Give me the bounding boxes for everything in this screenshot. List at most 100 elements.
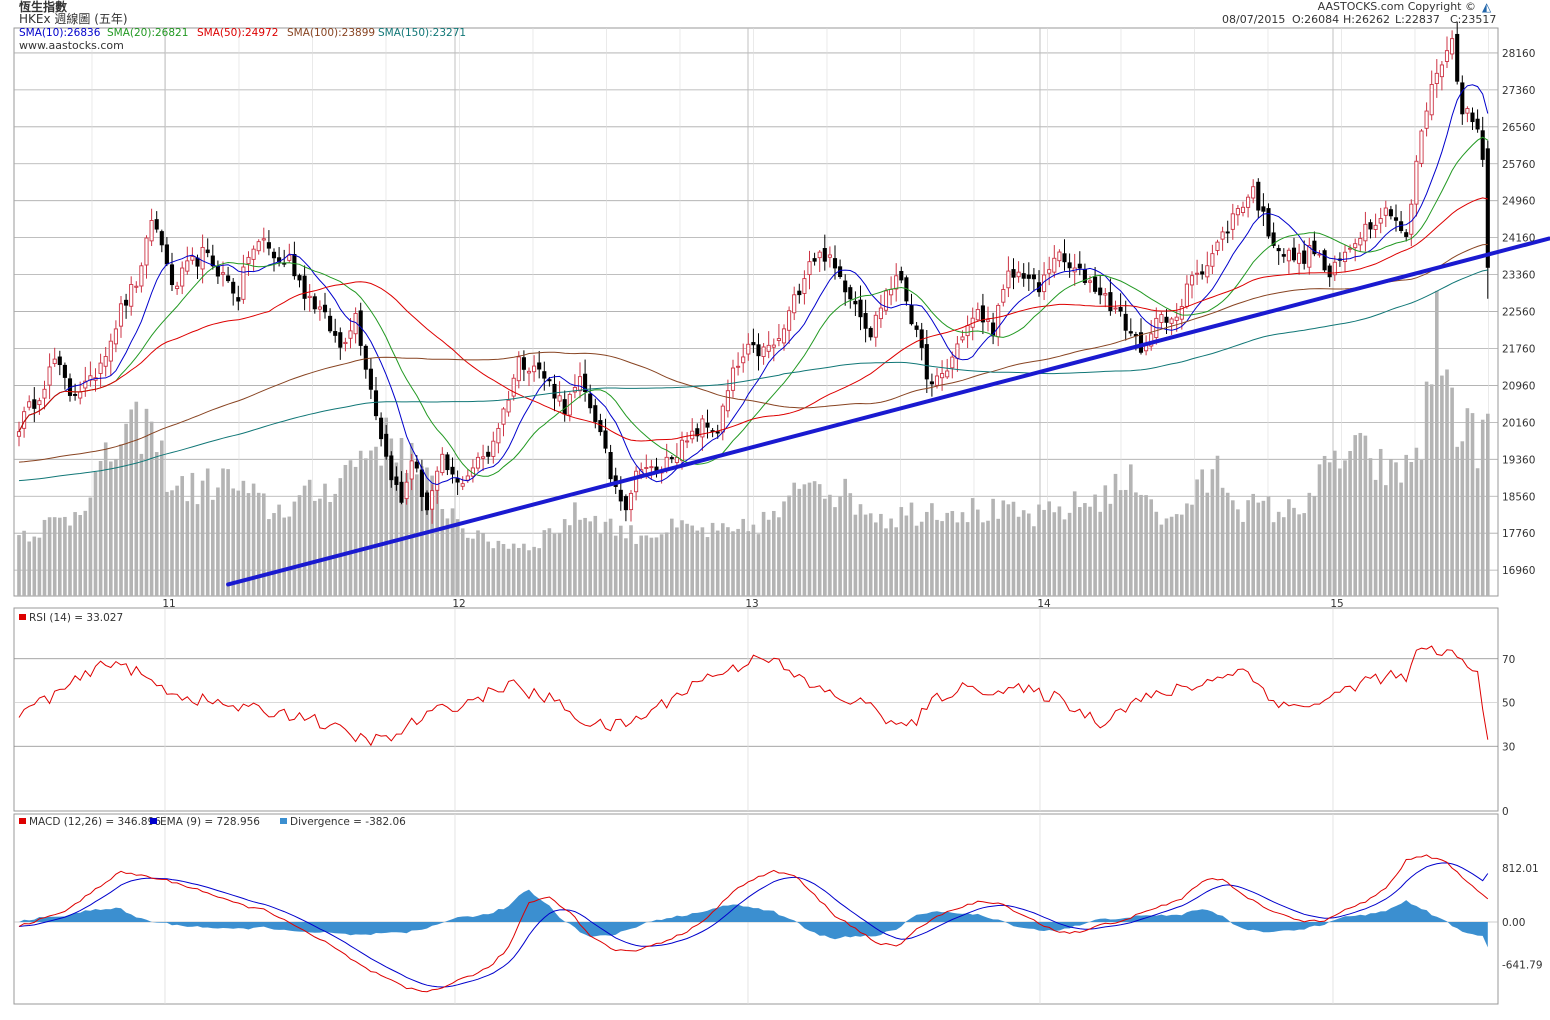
candle-body (430, 490, 435, 510)
volume-bar (726, 527, 730, 596)
price-tick-label: 16960 (1502, 565, 1535, 577)
volume-bar (976, 509, 980, 596)
volume-bar (1455, 446, 1459, 596)
volume-bar (1174, 514, 1179, 596)
volume-bar (583, 517, 587, 596)
candle-body (1312, 240, 1317, 255)
volume-bar (1435, 290, 1439, 596)
sma20-line (18, 136, 1489, 477)
candle-body (1342, 251, 1348, 263)
candle-body (940, 373, 945, 379)
volume-bar (109, 461, 113, 596)
candle-body (685, 440, 690, 443)
volume-bar (486, 541, 490, 596)
volume-bar (195, 504, 200, 596)
volume-bar (338, 478, 343, 596)
volume-bar (394, 462, 399, 596)
volume-bar (1302, 513, 1306, 596)
volume-bar (1241, 521, 1245, 596)
x-tick-label: 11 (162, 598, 175, 610)
volume-bar (1016, 516, 1021, 596)
candle-body (1230, 213, 1235, 230)
candle-body (1123, 313, 1128, 331)
volume-bar (292, 501, 297, 596)
volume-bar (226, 469, 230, 596)
quote-open: O:26084 (1292, 13, 1339, 26)
candle-body (909, 304, 914, 325)
candle-body (389, 455, 394, 481)
x-tick-label: 15 (1330, 598, 1343, 610)
candle-body (302, 275, 307, 299)
candle-body (608, 451, 613, 480)
candle-body (1174, 316, 1179, 321)
volume-bar (1327, 462, 1332, 596)
volume-bar (1047, 501, 1051, 596)
candle-body (996, 304, 1001, 338)
candle-body (1026, 274, 1031, 279)
macd-divergence-area (19, 889, 1488, 948)
volume-bar (256, 492, 261, 596)
volume-bar (1368, 458, 1373, 596)
candle-body (379, 417, 384, 440)
volume-bar (471, 538, 475, 596)
candle-body (1353, 243, 1358, 249)
candle-body (501, 408, 506, 425)
volume-bar (318, 498, 322, 596)
volume-bar (1108, 503, 1113, 596)
candle-body (557, 395, 562, 402)
candle-body (1327, 265, 1332, 278)
volume-bar (1220, 487, 1225, 596)
candle-body (756, 344, 761, 357)
volume-bar (1363, 435, 1368, 596)
candle-body (883, 290, 889, 311)
volume-bar (731, 531, 735, 596)
volume-bar (231, 488, 235, 596)
price-tick-label: 18560 (1502, 491, 1535, 503)
candle-body (664, 456, 669, 470)
volume-bar (1210, 469, 1215, 596)
volume-bar (1205, 492, 1210, 596)
candle-body (980, 305, 985, 323)
candle-body (42, 388, 47, 399)
candle-body (231, 281, 236, 294)
sma50-legend: SMA(50):24972 (197, 27, 278, 39)
volume-bar (848, 493, 853, 596)
volume-bar (501, 543, 506, 596)
volume-bar (93, 471, 98, 596)
volume-bar (603, 521, 608, 596)
candle-body (435, 470, 440, 491)
candle-body (1317, 253, 1322, 256)
volume-bar (884, 528, 888, 596)
volume-bar (190, 472, 195, 596)
x-tick-label: 14 (1037, 598, 1051, 610)
volume-bar (68, 525, 72, 596)
candle-body (215, 265, 220, 277)
volume-bar (756, 534, 761, 596)
price-tick-label: 23360 (1502, 270, 1535, 282)
candle-body (965, 325, 970, 337)
candle-body (78, 391, 83, 399)
volume-bar (129, 409, 133, 596)
candle-body (124, 299, 129, 306)
candle-body (440, 453, 445, 474)
candle-body (889, 288, 894, 296)
volume-bar (1154, 511, 1159, 596)
volume-bar (1429, 384, 1434, 596)
candle-body (511, 377, 516, 397)
candle-body (848, 287, 853, 300)
candle-body (1047, 269, 1052, 274)
candle-body (200, 246, 205, 270)
volume-bar (1338, 468, 1342, 596)
volume-bar (17, 535, 21, 596)
candle-body (1444, 50, 1450, 62)
candle-body (1281, 254, 1286, 257)
volume-bar (139, 453, 144, 596)
candle-body (516, 356, 521, 382)
quote-low: L:22837 (1395, 13, 1440, 26)
volume-bar (73, 512, 77, 596)
volume-bar (1072, 491, 1077, 596)
volume-bar (1276, 511, 1281, 596)
volume-bar (1414, 447, 1419, 596)
volume-bar (1292, 507, 1296, 596)
volume-bar (1373, 479, 1378, 596)
